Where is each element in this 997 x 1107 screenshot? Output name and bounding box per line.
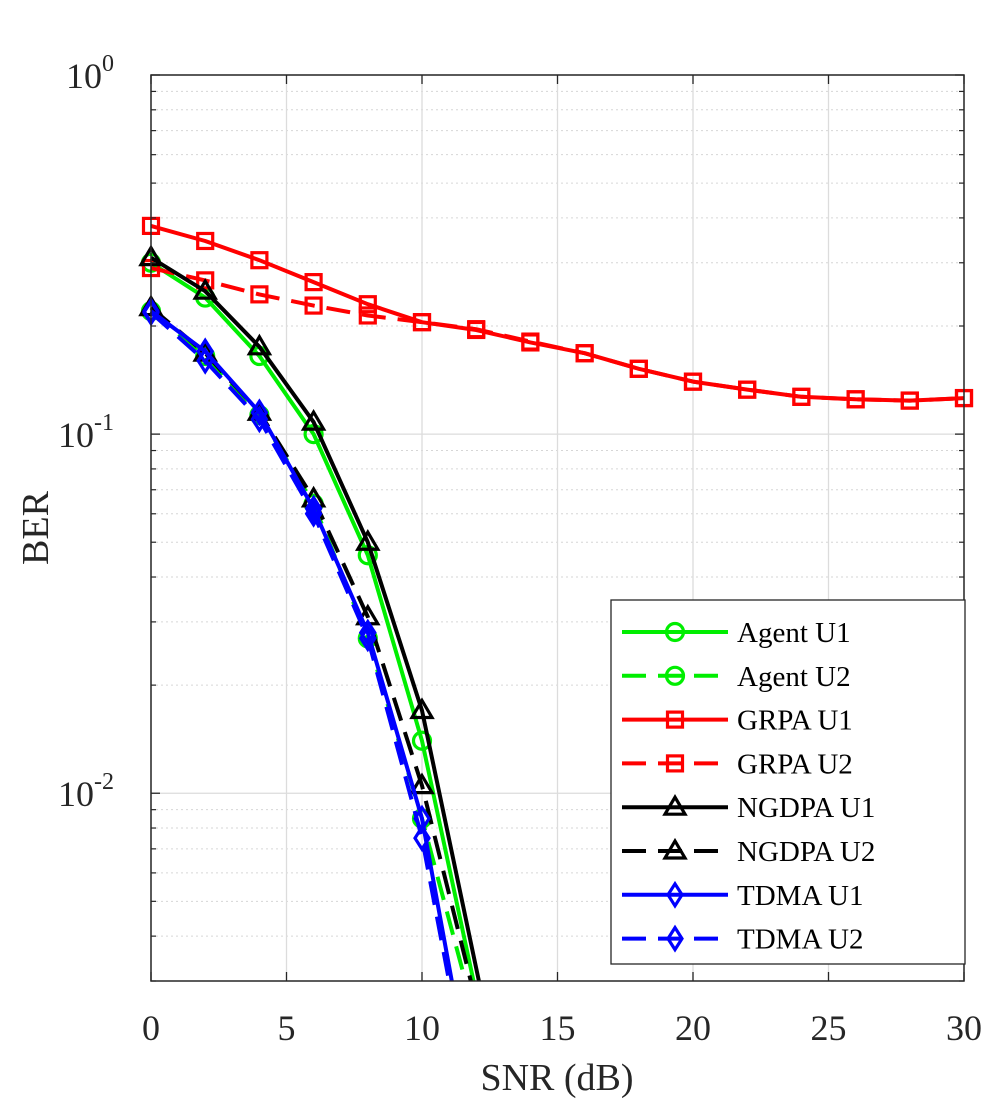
square-marker bbox=[521, 332, 540, 351]
triangle-marker bbox=[662, 837, 688, 860]
legend-entry: TDMA U2 bbox=[622, 924, 863, 956]
triangle-marker bbox=[409, 772, 435, 795]
series-line bbox=[149, 311, 452, 982]
square-marker bbox=[358, 295, 377, 314]
triangle-marker bbox=[355, 529, 381, 551]
triangle-marker bbox=[662, 794, 688, 816]
legend-label: Agent U1 bbox=[737, 617, 851, 649]
x-tick-label: 0 bbox=[142, 1008, 160, 1048]
series-grpa-u2 bbox=[141, 258, 974, 410]
circle-marker bbox=[411, 730, 433, 751]
series-line bbox=[150, 266, 965, 403]
diamond-marker bbox=[304, 494, 323, 523]
square-marker bbox=[738, 380, 757, 399]
square-marker bbox=[683, 372, 703, 391]
square-marker bbox=[250, 285, 269, 304]
diamond-marker bbox=[250, 398, 269, 427]
triangle-marker bbox=[246, 333, 273, 356]
diamond-marker bbox=[196, 346, 215, 375]
square-marker bbox=[629, 359, 648, 378]
legend-box bbox=[610, 599, 966, 965]
legend-entry: GRPA U2 bbox=[622, 748, 853, 780]
x-tick-label: 10 bbox=[404, 1008, 440, 1048]
legend-entry: GRPA U1 bbox=[622, 705, 853, 737]
triangle-marker bbox=[300, 408, 327, 431]
x-axis-label: SNR (dB) bbox=[480, 1057, 633, 1099]
legend-label: TDMA U1 bbox=[737, 880, 863, 912]
square-marker bbox=[304, 296, 323, 315]
square-marker bbox=[304, 273, 323, 292]
square-marker bbox=[250, 251, 269, 270]
x-tick-label: 15 bbox=[540, 1008, 576, 1048]
legend-entry: NGDPA U1 bbox=[622, 792, 875, 824]
triangle-marker bbox=[409, 697, 435, 720]
diamond-marker bbox=[304, 499, 323, 528]
square-marker bbox=[900, 391, 919, 410]
diamond-marker bbox=[666, 924, 684, 953]
square-marker bbox=[196, 271, 215, 290]
square-marker bbox=[358, 306, 377, 325]
series-line bbox=[149, 255, 481, 982]
legend-label: Agent U2 bbox=[737, 661, 851, 693]
square-marker bbox=[665, 754, 685, 773]
circle-marker bbox=[664, 621, 686, 643]
x-tick-label: 30 bbox=[946, 1008, 982, 1048]
square-marker bbox=[792, 387, 811, 406]
triangle-marker bbox=[192, 278, 218, 300]
square-marker bbox=[846, 390, 865, 409]
legend-label: NGDPA U1 bbox=[737, 792, 875, 824]
y-axis-label: BER bbox=[15, 490, 57, 565]
legend-entry: TDMA U1 bbox=[622, 880, 863, 912]
diamond-marker bbox=[413, 824, 431, 853]
legend: Agent U1 Agent U2 GRPA U1 GRPA U2 NGDPA U1 NG… bbox=[610, 599, 966, 965]
square-marker bbox=[467, 320, 486, 339]
square-marker bbox=[412, 313, 432, 332]
square-marker bbox=[196, 231, 215, 251]
series-layer bbox=[138, 216, 974, 982]
diamond-marker bbox=[358, 624, 377, 653]
square-marker bbox=[665, 710, 685, 729]
legend-label: GRPA U1 bbox=[737, 705, 853, 737]
x-tick-label: 5 bbox=[278, 1008, 296, 1048]
legend-label: GRPA U2 bbox=[737, 748, 853, 780]
circle-marker bbox=[664, 665, 686, 686]
diamond-marker bbox=[250, 405, 269, 434]
legend-entry: NGDPA U2 bbox=[622, 836, 875, 868]
legend-entry: Agent U2 bbox=[622, 661, 851, 693]
x-tick-label: 20 bbox=[675, 1008, 711, 1048]
x-tick-label: 25 bbox=[811, 1008, 847, 1048]
diamond-marker bbox=[666, 880, 684, 909]
y-tick-label: 10-1 bbox=[58, 410, 114, 455]
legend-label: TDMA U2 bbox=[737, 924, 863, 956]
square-marker bbox=[575, 344, 594, 363]
legend-label: NGDPA U2 bbox=[737, 836, 875, 868]
legend-entry: Agent U1 bbox=[622, 617, 851, 649]
